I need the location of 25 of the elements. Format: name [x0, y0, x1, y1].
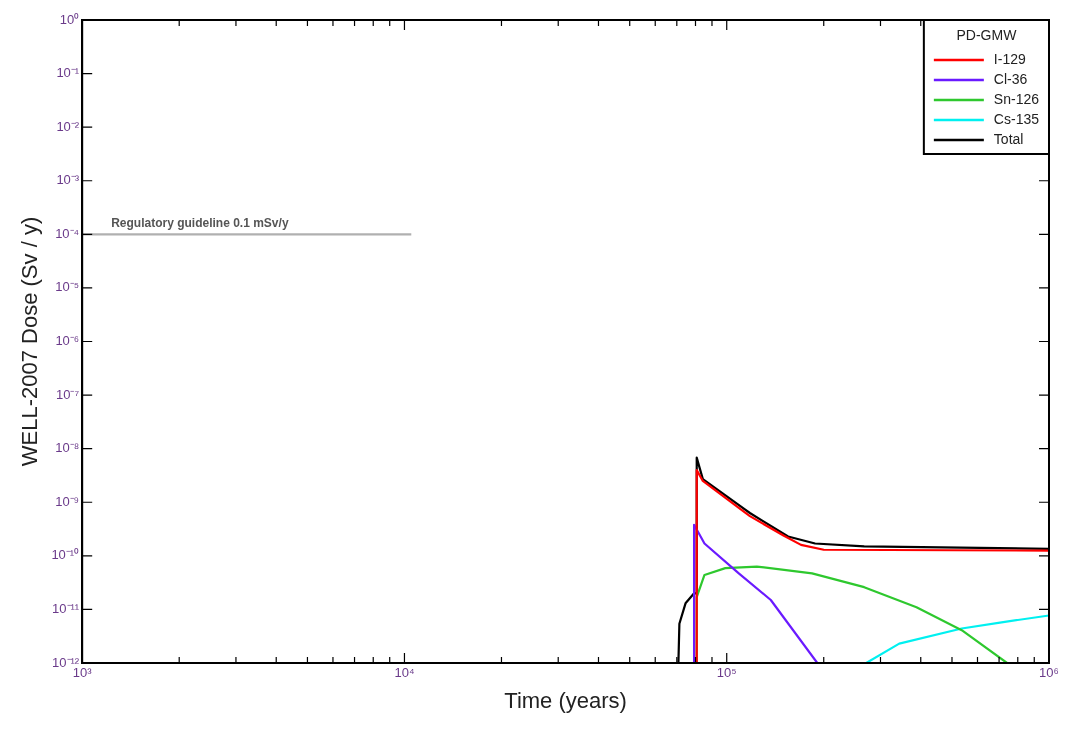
y-tick-label: 10⁻² [56, 118, 80, 134]
y-tick-label: 10⁻¹ [56, 65, 80, 81]
y-tick-label: 10⁻³ [56, 172, 80, 188]
legend-label: I-129 [993, 50, 1026, 67]
y-tick-label: 10⁻⁴ [55, 225, 80, 241]
y-tick-label: 10⁻⁵ [55, 279, 80, 295]
x-tick-label: 10⁵ [716, 665, 737, 681]
y-axis-title: WELL-2007 Dose (Sv / y) [17, 216, 43, 467]
y-tick-label: 10⁻¹¹ [52, 600, 80, 616]
x-axis-title: Time (years) [504, 687, 627, 713]
y-tick-label: 10⁻⁷ [56, 386, 80, 402]
y-tick-label: 10⁻⁹ [55, 493, 80, 509]
y-tick-label: 10⁻¹⁰ [51, 547, 80, 563]
annotation: Regulatory guideline 0.1 mSv/y [111, 215, 289, 230]
x-tick-label: 10⁶ [1039, 665, 1059, 681]
legend-label: Sn-126 [993, 90, 1040, 107]
legend-label: Cs-135 [993, 110, 1040, 127]
y-tick-label: 10⁻⁸ [55, 440, 80, 456]
legend-label: Cl-36 [993, 70, 1028, 87]
y-tick-label: 10⁻⁶ [55, 333, 80, 349]
x-tick-label: 10⁴ [394, 665, 415, 681]
legend-label: Total [993, 130, 1024, 147]
x-tick-label: 10³ [72, 665, 93, 681]
y-tick-label: 10⁰ [59, 11, 80, 27]
legend-title: PD-GMW [956, 26, 1018, 43]
